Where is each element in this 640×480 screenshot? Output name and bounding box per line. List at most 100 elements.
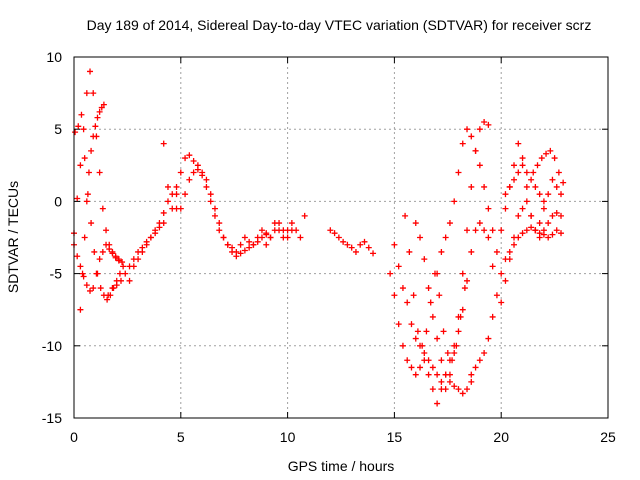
data-point — [233, 248, 240, 255]
data-point — [427, 299, 434, 306]
data-point — [237, 241, 244, 248]
data-point — [297, 234, 304, 241]
data-point — [425, 371, 432, 378]
data-point — [126, 277, 133, 284]
data-point — [81, 155, 88, 162]
data-point — [344, 241, 351, 248]
data-point — [455, 328, 462, 335]
data-point — [434, 400, 441, 407]
data-point — [558, 212, 565, 219]
data-point — [122, 270, 129, 277]
data-point — [455, 169, 462, 176]
data-point — [361, 238, 368, 245]
data-point — [461, 285, 468, 292]
data-point — [182, 155, 189, 162]
data-point — [395, 263, 402, 270]
data-point — [280, 234, 287, 241]
data-point — [532, 183, 539, 190]
data-point — [438, 378, 445, 385]
data-point — [182, 191, 189, 198]
data-point — [399, 285, 406, 292]
data-point — [190, 157, 197, 164]
data-point — [511, 234, 518, 241]
data-point — [538, 155, 545, 162]
data-point — [412, 335, 419, 342]
data-point — [429, 364, 436, 371]
data-point — [288, 220, 295, 227]
data-point — [429, 386, 436, 393]
data-point — [414, 328, 421, 335]
data-point — [545, 220, 552, 227]
data-point — [100, 101, 107, 108]
data-point — [408, 364, 415, 371]
data-point — [412, 371, 419, 378]
data-point — [459, 306, 466, 313]
data-point — [540, 205, 547, 212]
data-point — [540, 198, 547, 205]
data-point — [468, 378, 475, 385]
data-point — [96, 256, 103, 263]
data-point — [348, 244, 355, 251]
data-point — [117, 277, 124, 284]
data-point — [135, 256, 142, 263]
data-point — [74, 253, 81, 260]
data-point — [444, 350, 451, 357]
data-point — [532, 227, 539, 234]
data-point — [464, 277, 471, 284]
data-point — [80, 126, 87, 133]
data-point — [173, 183, 180, 190]
data-point — [451, 383, 458, 390]
data-point — [536, 220, 543, 227]
x-tick-label: 20 — [493, 429, 509, 445]
data-point — [423, 328, 430, 335]
data-point — [481, 118, 488, 125]
data-point — [511, 162, 518, 169]
data-point — [207, 191, 214, 198]
data-point — [186, 176, 193, 183]
grid-layer — [74, 57, 608, 418]
data-point — [417, 364, 424, 371]
data-point — [109, 250, 116, 257]
data-point — [434, 270, 441, 277]
x-axis-label: GPS time / hours — [288, 458, 395, 474]
data-point — [481, 183, 488, 190]
data-point — [220, 234, 227, 241]
data-point — [459, 140, 466, 147]
data-point — [75, 123, 82, 130]
data-point — [404, 299, 411, 306]
data-point — [387, 270, 394, 277]
data-point — [493, 292, 500, 299]
data-point — [194, 166, 201, 173]
data-point — [555, 169, 562, 176]
data-point — [515, 212, 522, 219]
x-tick-label: 0 — [70, 429, 78, 445]
data-point — [97, 285, 104, 292]
data-point — [91, 248, 98, 255]
data-point — [476, 126, 483, 133]
data-point — [558, 230, 565, 237]
data-point — [301, 212, 308, 219]
data-point — [271, 220, 278, 227]
data-point — [451, 198, 458, 205]
data-point — [506, 248, 513, 255]
data-point — [489, 227, 496, 234]
data-point — [80, 273, 87, 280]
data-point — [511, 241, 518, 248]
data-point — [352, 248, 359, 255]
data-point — [545, 191, 552, 198]
data-point — [160, 209, 167, 216]
data-point — [190, 169, 197, 176]
data-point — [254, 234, 261, 241]
data-point — [528, 224, 535, 231]
x-tick-label: 15 — [387, 429, 403, 445]
data-point — [489, 263, 496, 270]
data-point — [489, 313, 496, 320]
y-tick-label: 10 — [46, 49, 62, 65]
data-point — [370, 250, 377, 257]
data-point — [549, 176, 556, 183]
data-point — [459, 390, 466, 397]
data-point — [203, 183, 210, 190]
data-point — [357, 241, 364, 248]
data-point — [164, 183, 171, 190]
data-point — [130, 263, 137, 270]
